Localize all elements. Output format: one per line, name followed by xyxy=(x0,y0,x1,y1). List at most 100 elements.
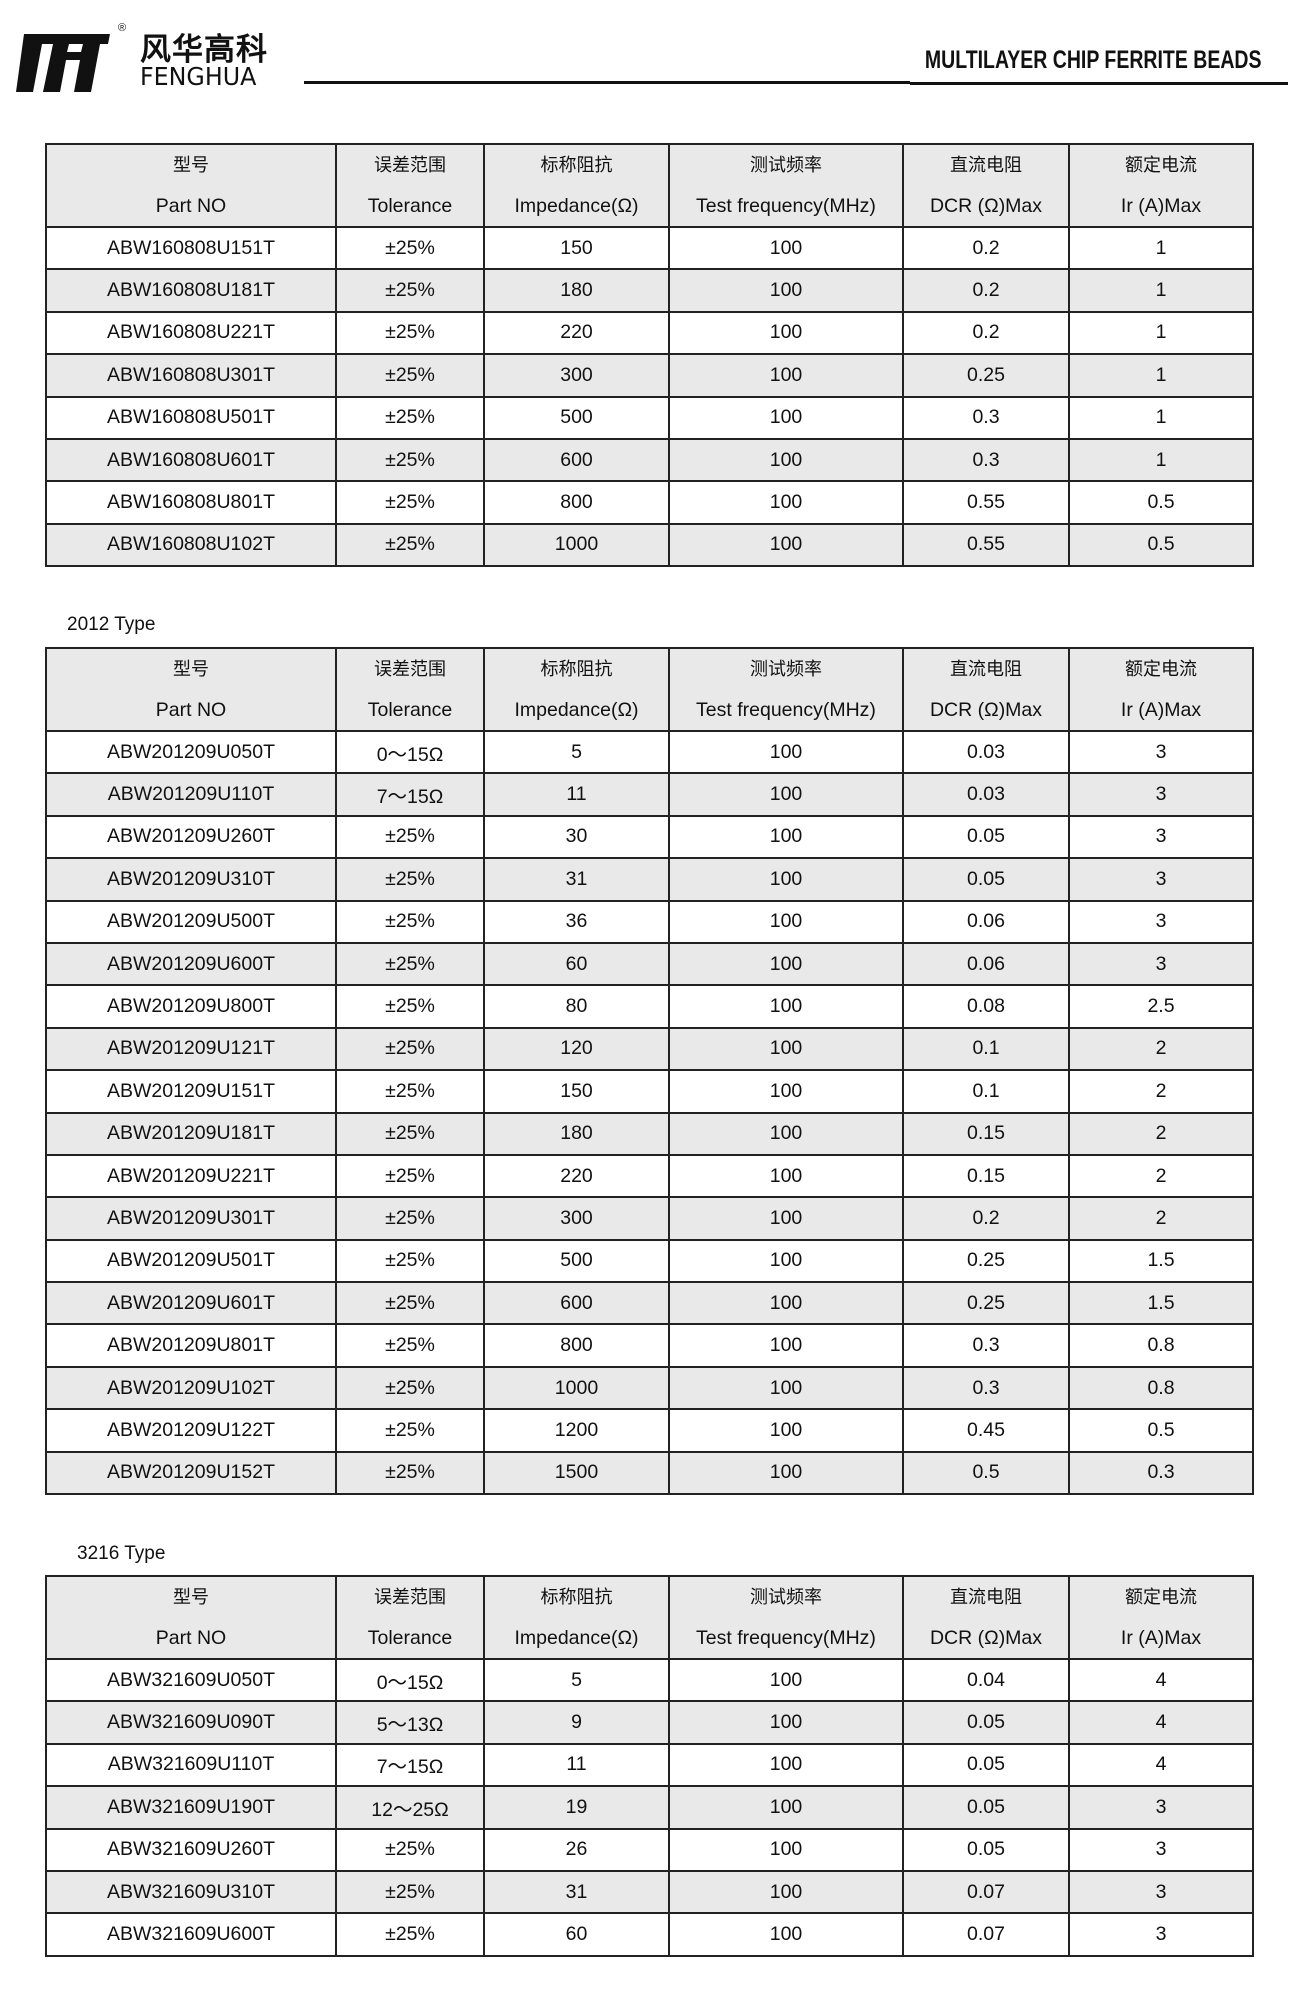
table-cell: 80 xyxy=(483,984,670,1029)
table-cell: 5～13Ω xyxy=(335,1700,485,1745)
table-cell: 100 xyxy=(668,1026,904,1072)
table-row: ABW201209U500T ±25% 36 100 0.06 3 xyxy=(45,899,1254,944)
table-row: ABW201209U050T 0～15Ω 5 100 0.03 3 xyxy=(45,729,1254,775)
table-cell: 100 xyxy=(668,729,904,775)
table-cell: ±25% xyxy=(335,353,485,398)
table-row: ABW201209U800T ±25% 80 100 0.08 2.5 xyxy=(45,984,1254,1029)
table-cell: ±25% xyxy=(335,480,485,525)
table-row: ABW321609U190T 12～25Ω 19 100 0.05 3 xyxy=(45,1785,1254,1830)
column-header-cn: 测试频率 xyxy=(750,154,822,176)
table-cell: 100 xyxy=(668,1281,904,1326)
table-cell: 100 xyxy=(668,1408,904,1453)
table-cell: ±25% xyxy=(335,1450,485,1496)
column-header-en: Ir (A)Max xyxy=(1120,1626,1202,1649)
column-header-cn: 误差范围 xyxy=(374,1586,446,1608)
table-cell: 3 xyxy=(1068,1827,1254,1872)
table-row: ABW321609U090T 5～13Ω 9 100 0.05 4 xyxy=(45,1700,1254,1745)
table-cell: 7～15Ω xyxy=(335,1742,485,1788)
table-cell: ABW321609U110T xyxy=(45,1742,337,1788)
column-header: 额定电流 Ir (A)Max xyxy=(1068,143,1254,228)
table-cell: 2 xyxy=(1068,1069,1254,1114)
table-cell: ABW201209U121T xyxy=(45,1026,337,1072)
column-header: 标称阻抗 Impedance(Ω) xyxy=(483,143,670,228)
table-cell: ABW321609U310T xyxy=(45,1869,337,1915)
header-divider xyxy=(304,81,910,84)
table-cell: ABW160808U501T xyxy=(45,395,337,440)
table-cell: ±25% xyxy=(335,395,485,440)
table-cell: 0.15 xyxy=(902,1111,1070,1156)
table-cell: 100 xyxy=(668,1238,904,1284)
table-row: ABW160808U102T ±25% 1000 100 0.55 0.5 xyxy=(45,522,1254,568)
table-cell: 2 xyxy=(1068,1153,1254,1199)
table-cell: 7～15Ω xyxy=(335,772,485,817)
column-header-en: DCR (Ω)Max xyxy=(929,194,1043,217)
table-row: ABW160808U221T ±25% 220 100 0.2 1 xyxy=(45,310,1254,356)
table-cell: ±25% xyxy=(335,1869,485,1915)
table-cell: ABW201209U102T xyxy=(45,1365,337,1411)
table-cell: 0.03 xyxy=(902,772,1070,817)
table-cell: 11 xyxy=(483,1742,670,1788)
table-cell: 60 xyxy=(483,1912,670,1957)
table-cell: ±25% xyxy=(335,1408,485,1453)
table-cell: 0.07 xyxy=(902,1869,1070,1915)
table-cell: 180 xyxy=(483,268,670,313)
table-cell: 1.5 xyxy=(1068,1281,1254,1326)
column-header-cn: 型号 xyxy=(173,658,209,680)
table-cell: 2 xyxy=(1068,1196,1254,1241)
table-cell: 0.06 xyxy=(902,899,1070,944)
table-cell: 5 xyxy=(483,1657,670,1703)
table-row: ABW201209U181T ±25% 180 100 0.15 2 xyxy=(45,1111,1254,1156)
table-cell: ABW201209U301T xyxy=(45,1196,337,1241)
table-cell: ±25% xyxy=(335,1069,485,1114)
table-cell: 0.3 xyxy=(902,437,1070,483)
table-cell: ±25% xyxy=(335,1827,485,1872)
column-header-en: DCR (Ω)Max xyxy=(929,698,1043,721)
table-cell: 600 xyxy=(483,437,670,483)
table-cell: ABW201209U801T xyxy=(45,1323,337,1368)
table-cell: 0.1 xyxy=(902,1069,1070,1114)
column-header-cn: 额定电流 xyxy=(1125,658,1197,680)
table-cell: 0.03 xyxy=(902,729,1070,775)
table-cell: 3 xyxy=(1068,729,1254,775)
table-cell: 800 xyxy=(483,1323,670,1368)
table-cell: 180 xyxy=(483,1111,670,1156)
column-header-cn: 额定电流 xyxy=(1125,1586,1197,1608)
table-row: ABW201209U221T ±25% 220 100 0.15 2 xyxy=(45,1153,1254,1199)
column-header: 误差范围 Tolerance xyxy=(335,647,485,732)
column-header-en: Tolerance xyxy=(367,194,453,217)
table-cell: 500 xyxy=(483,1238,670,1284)
table-cell: ABW201209U260T xyxy=(45,814,337,860)
column-header-en: Tolerance xyxy=(367,1626,453,1649)
table-cell: 4 xyxy=(1068,1742,1254,1788)
table-cell: ±25% xyxy=(335,1111,485,1156)
table-cell: 1500 xyxy=(483,1450,670,1496)
table-row: ABW321609U310T ±25% 31 100 0.07 3 xyxy=(45,1869,1254,1915)
table-row: ABW201209U260T ±25% 30 100 0.05 3 xyxy=(45,814,1254,860)
table-cell: ABW321609U600T xyxy=(45,1912,337,1957)
table-cell: ±25% xyxy=(335,1365,485,1411)
column-header-en: Test frequency(MHz) xyxy=(696,1626,876,1649)
table-cell: 1 xyxy=(1068,310,1254,356)
spec-table-1: 型号 Part NO 误差范围 Tolerance 标称阻抗 Impedance(Ω) 测试… xyxy=(45,143,1254,568)
table-cell: 100 xyxy=(668,225,904,271)
table-cell: 0.05 xyxy=(902,1785,1070,1830)
spec-table-2: 型号 Part NO 误差范围 Tolerance 标称阻抗 Impedance(Ω) 测试… xyxy=(45,647,1254,1496)
table-row: ABW160808U801T ±25% 800 100 0.55 0.5 xyxy=(45,480,1254,525)
table-cell: 1 xyxy=(1068,395,1254,440)
column-header-cn: 误差范围 xyxy=(374,154,446,176)
table-row: ABW201209U151T ±25% 150 100 0.1 2 xyxy=(45,1069,1254,1114)
table-cell: 3 xyxy=(1068,899,1254,944)
column-header-cn: 型号 xyxy=(173,154,209,176)
table-cell: 36 xyxy=(483,899,670,944)
table-cell: ±25% xyxy=(335,1238,485,1284)
table-cell: 120 xyxy=(483,1026,670,1072)
table-cell: 0.3 xyxy=(1068,1450,1254,1496)
column-header-en: Part NO xyxy=(155,1626,227,1649)
table-cell: 100 xyxy=(668,899,904,944)
logo-chinese-name: 风华高科 xyxy=(140,32,268,68)
table-cell: 19 xyxy=(483,1785,670,1830)
table-cell: ±25% xyxy=(335,899,485,944)
table-row: ABW201209U310T ±25% 31 100 0.05 3 xyxy=(45,857,1254,902)
table-cell: ±25% xyxy=(335,814,485,860)
table-row: ABW160808U601T ±25% 600 100 0.3 1 xyxy=(45,437,1254,483)
